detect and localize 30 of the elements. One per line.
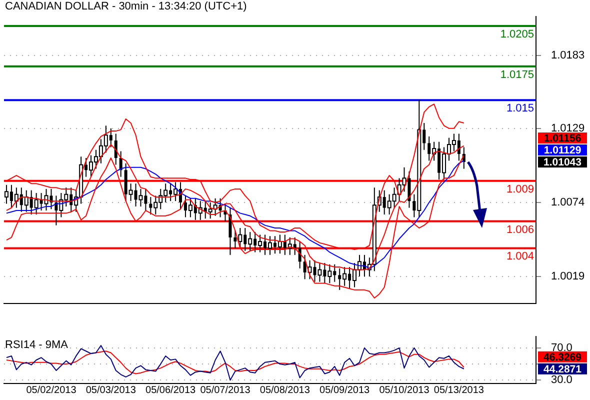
x-tick-label: 05/10/2013 [379,385,430,396]
text: 46.3269 [544,351,582,364]
candlestick [228,207,232,256]
text: 1.01156 [544,132,582,144]
text: 44.2871 [544,363,582,376]
x-tick-label: 05/08/2013 [260,385,310,396]
ref-line-label: 1.015 [506,102,534,115]
y-tick-label: 1.0074 [551,196,585,208]
text: 1.01043 [544,156,582,168]
ref-line-label: 1.004 [506,250,534,263]
text: 1.01129 [544,144,582,156]
candlestick [298,240,302,269]
chart-title: CANADIAN DOLLAR - 30min - 13:34:20 (UTC+1) [5,0,247,13]
y-tick-label: 1.0019 [551,270,585,282]
x-tick-label: 05/06/2013 [146,385,196,396]
ref-line-label: 1.0175 [500,68,534,81]
x-tick-label: 05/07/2013 [200,385,251,396]
x-tick-label: 05/02/2013 [26,385,77,396]
ref-line-label: 1.006 [506,224,534,236]
x-tick-label: 05/03/2013 [86,385,136,396]
candlestick [114,133,118,166]
y-tick-label: 30.0 [551,374,572,386]
y-tick-label: 1.0129 [551,122,585,134]
y-tick-label: 70.0 [551,342,572,354]
x-tick-label: 05/09/2013 [320,385,370,396]
ref-line-label: 1.009 [506,183,534,196]
y-tick-label: 1.0183 [551,50,585,62]
chart-title: RSI14 - 9MA [5,339,69,352]
ref-line-label: 1.0205 [500,28,534,41]
x-tick-label: 05/13/2013 [434,385,484,396]
